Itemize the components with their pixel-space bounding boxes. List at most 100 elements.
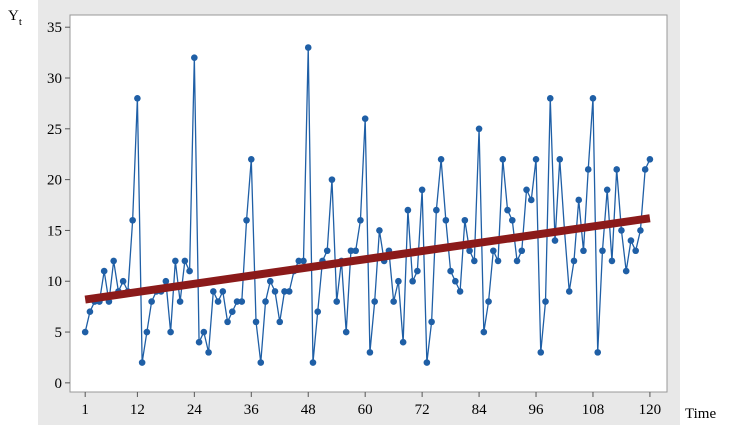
data-point (471, 257, 478, 265)
data-point (200, 328, 208, 336)
data-point (390, 298, 397, 305)
data-point (376, 227, 383, 234)
data-point (399, 338, 407, 346)
x-tick-label: 12 (130, 402, 145, 418)
data-point (637, 227, 644, 234)
data-point (504, 206, 511, 214)
data-point (490, 247, 497, 255)
data-point (580, 247, 587, 255)
data-point (262, 298, 269, 305)
data-point (134, 95, 141, 102)
data-point (328, 176, 336, 183)
data-point (437, 155, 445, 163)
x-tick-label: 48 (301, 402, 316, 418)
data-point (632, 247, 639, 255)
data-point (257, 359, 265, 366)
data-point (110, 257, 117, 265)
data-point (599, 247, 606, 255)
x-tick-label: 96 (529, 402, 545, 418)
data-point (622, 267, 630, 275)
data-point (480, 328, 488, 336)
data-point (646, 155, 654, 163)
x-axis-label: Time (685, 406, 716, 422)
data-point (456, 288, 464, 295)
data-point (494, 257, 502, 265)
data-point (233, 298, 241, 305)
y-tick-label: 20 (47, 173, 62, 189)
y-axis-label-subscript: t (19, 16, 22, 28)
data-point (594, 349, 602, 356)
x-tick-label: 120 (639, 402, 662, 418)
data-point (518, 247, 526, 255)
data-point (627, 237, 635, 244)
data-point (395, 277, 402, 285)
data-point (452, 277, 459, 285)
data-point (138, 359, 146, 366)
x-tick-label: 84 (472, 402, 488, 418)
data-point (499, 155, 507, 163)
data-point (271, 288, 279, 295)
y-tick-label: 0 (55, 376, 63, 392)
y-tick-label: 10 (47, 274, 62, 290)
data-point (603, 186, 611, 194)
data-point (508, 216, 516, 224)
data-point (86, 308, 94, 316)
data-point (527, 196, 535, 204)
data-point (423, 359, 431, 366)
y-tick-label: 5 (55, 325, 63, 341)
data-point (584, 166, 592, 173)
data-point (219, 288, 227, 295)
data-point (357, 216, 364, 224)
data-point (148, 298, 155, 305)
data-point (475, 125, 483, 133)
data-point (461, 216, 469, 224)
plot-area (69, 14, 668, 393)
x-tick-label: 24 (187, 402, 203, 418)
data-point (195, 338, 203, 346)
data-point (81, 328, 89, 336)
data-point (485, 298, 492, 305)
data-point (342, 328, 350, 336)
data-point (556, 155, 564, 163)
data-point (608, 257, 616, 265)
y-tick-label: 15 (47, 223, 62, 239)
data-point (589, 95, 597, 102)
data-point (404, 206, 412, 214)
y-tick-label: 25 (47, 122, 62, 138)
y-tick-label: 35 (47, 20, 62, 36)
data-point (333, 298, 341, 305)
data-point (371, 298, 378, 305)
data-point (191, 54, 198, 61)
data-point (347, 247, 355, 255)
data-point (205, 349, 212, 356)
data-point (243, 216, 250, 224)
data-point (309, 359, 317, 366)
data-point (276, 318, 284, 326)
data-point (513, 257, 521, 265)
data-point (176, 298, 184, 305)
data-point (224, 318, 231, 326)
data-point (409, 277, 416, 285)
data-point (418, 186, 426, 194)
data-point (167, 328, 174, 336)
data-point (295, 257, 303, 265)
data-point (172, 257, 179, 265)
data-point (523, 186, 530, 194)
data-point (162, 277, 170, 285)
data-point (352, 247, 359, 255)
data-point (466, 247, 473, 255)
data-point (613, 166, 620, 173)
x-tick-label: 72 (415, 402, 430, 418)
data-point (447, 267, 454, 275)
x-tick-label: 108 (582, 402, 605, 418)
data-point (229, 308, 236, 316)
data-point (532, 155, 540, 163)
data-point (575, 196, 583, 204)
y-axis-label-main: Y (8, 8, 19, 24)
data-point (129, 216, 136, 224)
data-line (84, 47, 651, 363)
data-point (551, 237, 559, 244)
data-point (238, 298, 246, 305)
data-point (414, 267, 421, 275)
data-point (281, 288, 288, 295)
